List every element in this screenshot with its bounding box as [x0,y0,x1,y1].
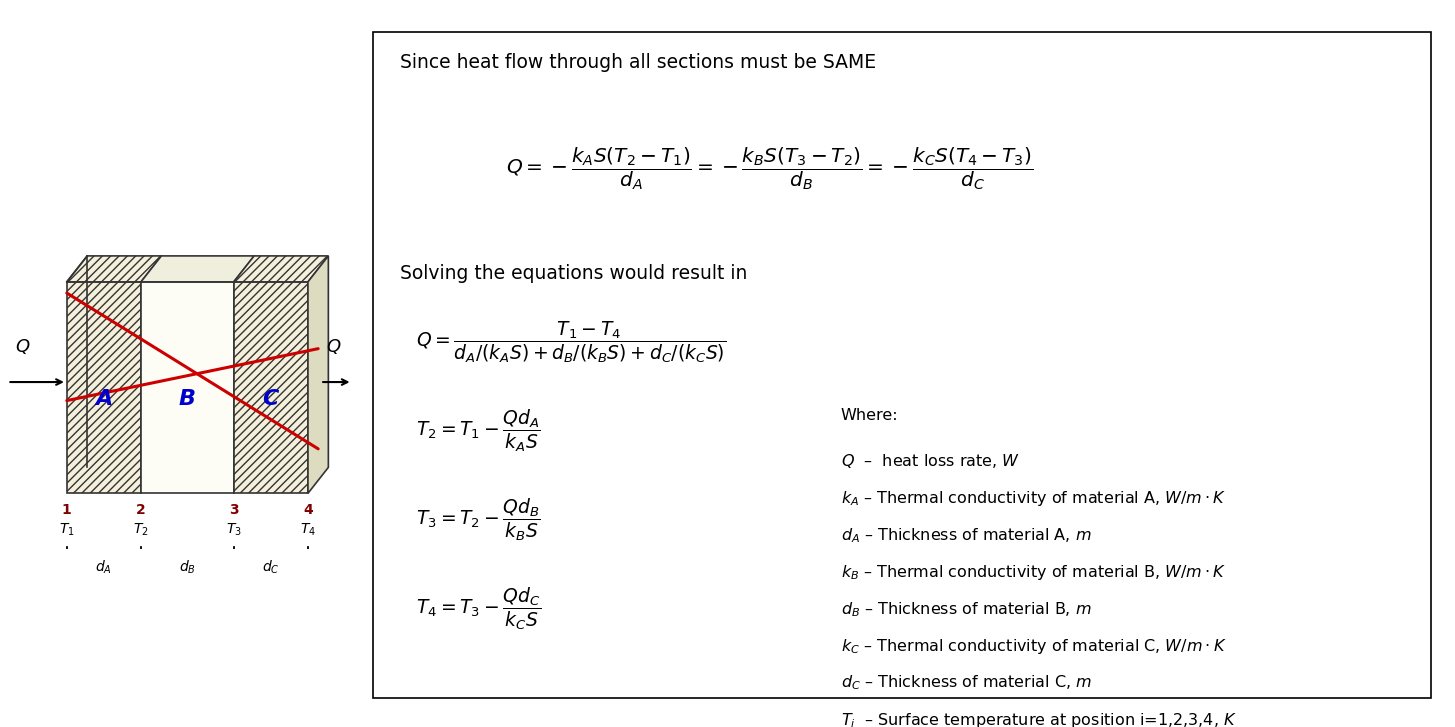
Text: 3: 3 [228,502,239,517]
Text: 2: 2 [137,502,146,517]
Text: $d_C$ – Thickness of material C, $m$: $d_C$ – Thickness of material C, $m$ [841,674,1091,692]
Text: $k_C$ – Thermal conductivity of material C, $W/m \cdot K$: $k_C$ – Thermal conductivity of material… [841,637,1227,656]
Text: $Q = -\dfrac{k_A S(T_2 - T_1)}{d_A} = -\dfrac{k_B S(T_3 - T_2)}{d_B} = -\dfrac{k: $Q = -\dfrac{k_A S(T_2 - T_1)}{d_A} = -\… [506,145,1033,192]
Text: $T_3$: $T_3$ [226,521,242,537]
Polygon shape [67,256,162,282]
Text: $T_4 = T_3 - \dfrac{Qd_C}{k_C S}$: $T_4 = T_3 - \dfrac{Qd_C}{k_C S}$ [416,586,541,632]
Text: $d_B$ – Thickness of material B, $m$: $d_B$ – Thickness of material B, $m$ [841,600,1091,619]
Text: $d_A$: $d_A$ [96,558,112,576]
Text: A: A [95,389,112,409]
Text: $d_C$: $d_C$ [262,558,279,576]
Text: $T_i$  – Surface temperature at position i=1,2,3,4, $K$: $T_i$ – Surface temperature at position … [841,711,1237,727]
Text: Where:: Where: [841,408,898,423]
Text: $d_A$ – Thickness of material A, $m$: $d_A$ – Thickness of material A, $m$ [841,526,1091,545]
Bar [234,282,308,494]
Polygon shape [141,256,255,282]
Bar [67,282,141,494]
Text: $T_4$: $T_4$ [300,521,316,537]
Text: $k_B$ – Thermal conductivity of material B, $W/m \cdot K$: $k_B$ – Thermal conductivity of material… [841,563,1227,582]
Text: 4: 4 [303,502,313,517]
Bar [141,282,234,494]
Text: $T_1$: $T_1$ [58,521,74,537]
Text: $Q$  –  heat loss rate, $W$: $Q$ – heat loss rate, $W$ [841,452,1020,470]
Text: $Q$: $Q$ [326,337,342,356]
Text: $Q = \dfrac{T_1-T_4}{d_A/(k_A S)+d_B/(k_B S)+d_C/(k_C S)}$: $Q = \dfrac{T_1-T_4}{d_A/(k_A S)+d_B/(k_… [416,319,726,364]
Text: $T_3 = T_2 - \dfrac{Qd_B}{k_B S}$: $T_3 = T_2 - \dfrac{Qd_B}{k_B S}$ [416,497,541,543]
Text: Since heat flow through all sections must be SAME: Since heat flow through all sections mus… [400,52,876,71]
Text: $T_2 = T_1 - \dfrac{Qd_A}{k_A S}$: $T_2 = T_1 - \dfrac{Qd_A}{k_A S}$ [416,408,541,454]
Text: B: B [179,389,196,409]
Text: Solving the equations would result in: Solving the equations would result in [400,265,748,284]
Text: $k_A$ – Thermal conductivity of material A, $W/m \cdot K$: $k_A$ – Thermal conductivity of material… [841,489,1227,508]
Text: C: C [263,389,279,409]
Polygon shape [308,256,329,494]
Text: $d_B$: $d_B$ [179,558,196,576]
Polygon shape [234,256,329,282]
Text: 1: 1 [63,502,71,517]
Text: $Q$: $Q$ [15,337,31,356]
Text: $T_2$: $T_2$ [134,521,148,537]
